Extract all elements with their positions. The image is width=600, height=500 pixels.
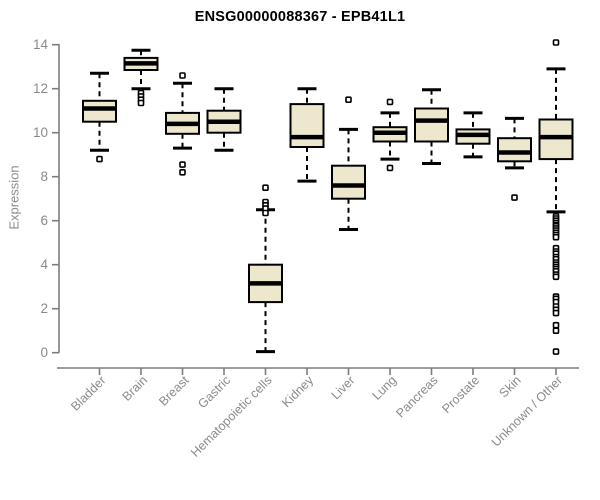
box-brain xyxy=(123,48,159,107)
outlier-point xyxy=(552,233,560,241)
y-tick-label: 6 xyxy=(40,213,48,228)
outlier-point xyxy=(552,321,560,329)
box-kidney xyxy=(289,87,325,183)
outlier-point xyxy=(552,309,560,317)
box-lung xyxy=(372,98,408,172)
x-tick-label: Lung xyxy=(370,373,400,403)
outlier-point xyxy=(179,161,186,168)
iqr-box xyxy=(289,103,325,148)
x-tick-label: Pancreas xyxy=(393,373,440,420)
x-tick-label: Brain xyxy=(120,373,151,404)
y-tick-label: 12 xyxy=(33,81,48,96)
box-skin xyxy=(497,116,532,201)
iqr-box xyxy=(414,107,449,143)
y-tick-label: 8 xyxy=(40,169,48,184)
x-tick-label: Kidney xyxy=(279,373,316,410)
box-bladder xyxy=(82,71,117,163)
y-tick-label: 0 xyxy=(40,345,48,360)
outlier-point xyxy=(96,155,103,163)
outlier-point xyxy=(262,209,269,217)
box-liver xyxy=(331,96,366,231)
x-tick-label: Gastric xyxy=(195,373,233,411)
iqr-box xyxy=(331,164,366,200)
x-tick-label: Hematopoietic cells xyxy=(188,373,275,460)
outlier-point xyxy=(179,169,186,176)
outlier-point xyxy=(386,164,394,172)
x-tick-label: Skin xyxy=(497,373,524,400)
iqr-box xyxy=(82,99,117,123)
outlier-point xyxy=(511,194,518,201)
x-tick-label: Breast xyxy=(156,373,192,409)
outlier-point xyxy=(179,72,186,79)
box-unknown-other xyxy=(538,39,574,355)
box-gastric xyxy=(206,87,242,152)
y-tick-label: 2 xyxy=(40,301,48,316)
y-tick-label: 14 xyxy=(33,37,49,52)
x-tick-label: Bladder xyxy=(68,373,108,413)
y-tick-label: 10 xyxy=(33,125,48,140)
box-prostate xyxy=(455,111,491,159)
box-hematopoietic-cells xyxy=(248,184,283,354)
outlier-point xyxy=(137,99,145,107)
outlier-point xyxy=(552,327,560,335)
outlier-point xyxy=(552,348,560,355)
box-pancreas xyxy=(414,88,449,165)
x-tick-label: Liver xyxy=(329,373,358,402)
outlier-point xyxy=(552,39,560,46)
y-tick-label: 4 xyxy=(40,257,48,272)
outlier-point xyxy=(386,98,394,106)
x-tick-label: Prostate xyxy=(439,373,482,416)
outlier-point xyxy=(345,96,352,103)
x-tick-label: Unknown / Other xyxy=(489,373,565,449)
outlier-point xyxy=(552,273,560,281)
box-breast xyxy=(165,72,200,176)
y-axis: 0 2 4 6 8 10 12 14 xyxy=(33,37,60,360)
chart-title: ENSG00000088367 - EPB41L1 xyxy=(194,9,406,25)
iqr-box xyxy=(497,137,532,163)
outlier-point xyxy=(262,184,269,191)
